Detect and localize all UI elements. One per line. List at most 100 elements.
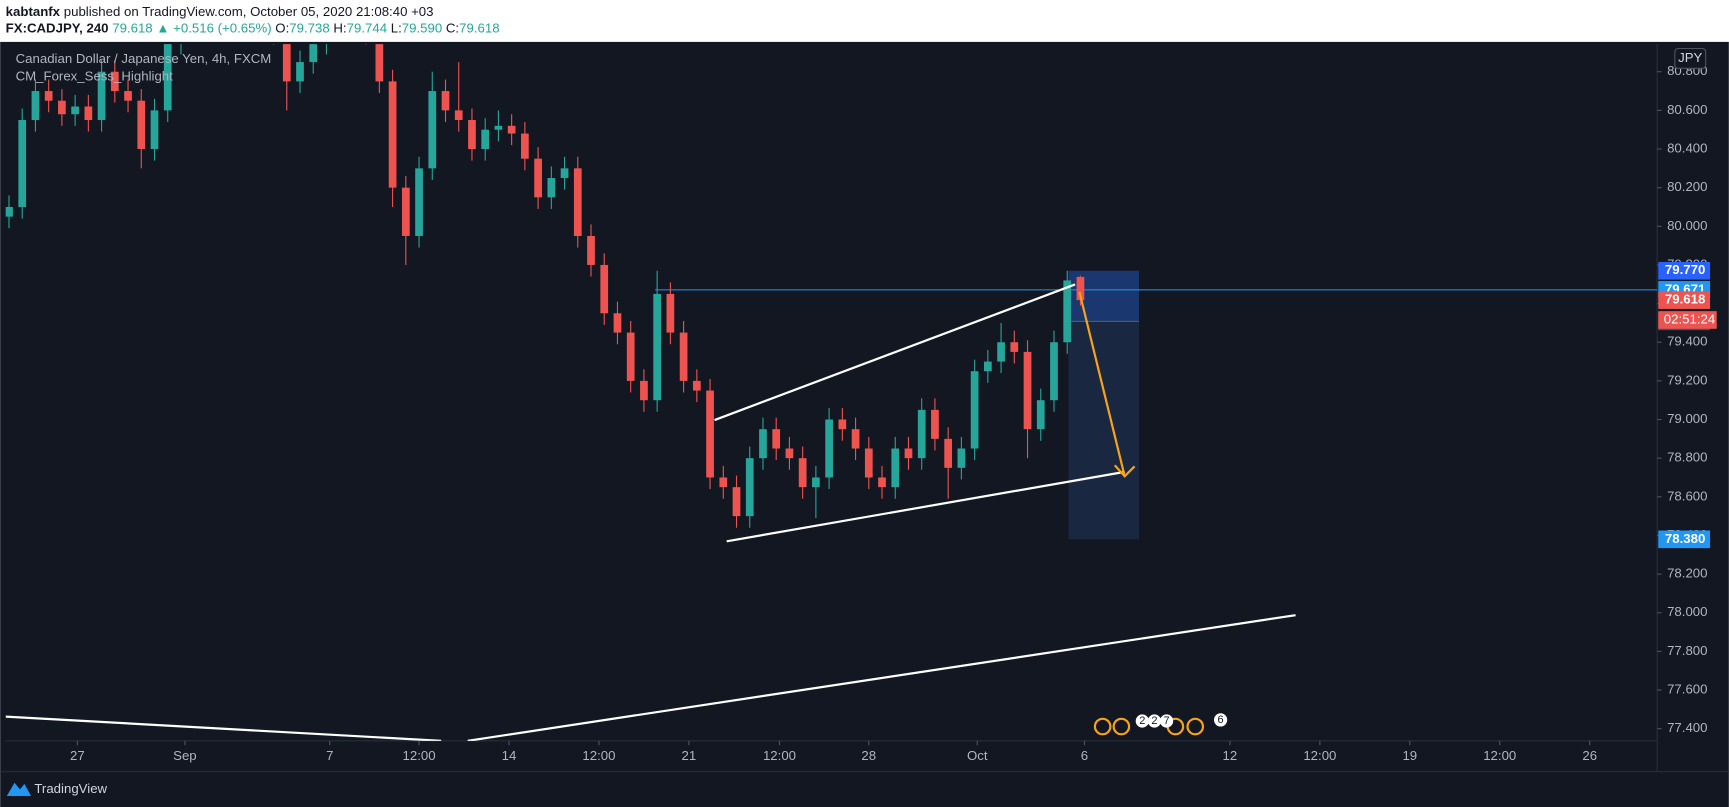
y-tick-label: 78.000	[1667, 604, 1707, 619]
trend-line[interactable]	[714, 283, 1076, 422]
x-tick-label: 12:00	[1303, 748, 1336, 763]
candle-body	[547, 178, 556, 198]
candle-body	[31, 91, 40, 121]
change: +0.516 (+0.65%)	[173, 20, 271, 35]
candle-body	[878, 477, 886, 488]
forecast-arrow[interactable]	[1078, 291, 1136, 478]
y-tick-label: 77.400	[1667, 720, 1707, 735]
candle-body	[600, 264, 609, 314]
arrow: ▲	[156, 20, 169, 35]
candle-body	[1063, 280, 1072, 343]
candle-body	[1036, 400, 1045, 430]
candle-body	[851, 429, 860, 449]
price-label-box	[1658, 291, 1711, 309]
event-icon[interactable]	[1186, 717, 1205, 736]
event-icon[interactable]	[1112, 717, 1131, 736]
y-tick-label: 79.000	[1667, 411, 1707, 426]
candle-body	[957, 448, 966, 468]
event-badge[interactable]	[1147, 714, 1162, 728]
candle-body	[891, 448, 900, 488]
candle-body	[18, 120, 27, 207]
candle-body	[560, 168, 569, 179]
x-tick-label: 14	[502, 748, 517, 763]
candle-body	[640, 380, 648, 401]
last-price: 79.618	[112, 20, 152, 35]
candle-body	[71, 106, 79, 115]
c-label: C:	[446, 20, 459, 35]
candle-body	[415, 168, 423, 236]
candle-body	[944, 438, 953, 468]
event-badge[interactable]	[1213, 713, 1228, 727]
candle-body	[428, 91, 437, 169]
candle-body	[573, 168, 582, 236]
y-tick-label: 79.400	[1667, 334, 1707, 349]
candle-body	[296, 62, 304, 82]
trend-line[interactable]	[726, 470, 1125, 543]
candle-body	[1023, 351, 1032, 430]
x-tick-label: 6	[1081, 748, 1088, 763]
event-badge[interactable]	[1159, 714, 1174, 728]
price-label-box	[1658, 530, 1711, 549]
drawings	[5, 283, 1296, 741]
candle-body	[468, 120, 476, 150]
event-icon[interactable]	[1093, 717, 1112, 736]
y-tick-label: 80.200	[1667, 179, 1707, 194]
candle-body	[163, 44, 172, 111]
author[interactable]: kabtanfx	[6, 4, 61, 19]
y-tick-label: 80.400	[1667, 141, 1707, 156]
event-count: 2	[1151, 715, 1157, 727]
x-tick-label: 7	[326, 748, 333, 763]
published: published on TradingView.com, October 05…	[64, 4, 434, 19]
trend-line[interactable]	[467, 614, 1296, 741]
candle-body	[401, 187, 410, 236]
candle-body	[785, 448, 794, 459]
candle-body	[732, 487, 741, 517]
candle-body	[679, 332, 688, 381]
event-badge[interactable]	[1135, 714, 1149, 728]
candle-body	[454, 110, 463, 121]
chart-bg	[0, 41, 1729, 807]
event-count: 6	[1218, 714, 1224, 726]
trend-line[interactable]	[5, 715, 442, 741]
x-tick-label: 12:00	[1483, 748, 1516, 763]
l-label: L:	[391, 20, 402, 35]
candle-body	[1076, 276, 1085, 301]
x-tick-label: 26	[1582, 748, 1597, 763]
candle-body	[812, 477, 820, 488]
currency-box[interactable]	[1674, 47, 1707, 69]
x-tick-label: 19	[1402, 748, 1417, 763]
y-tick-label: 80.000	[1667, 218, 1707, 233]
candle-body	[97, 71, 106, 121]
candle-body	[825, 419, 833, 478]
x-tick-label: 28	[861, 748, 876, 763]
candle-body	[507, 125, 516, 134]
y-tick-label: 77.600	[1667, 682, 1707, 697]
y-tick-label: 78.800	[1667, 450, 1707, 465]
candle-body	[494, 125, 503, 130]
candle-body	[772, 429, 781, 449]
y-tick-label: 78.600	[1667, 488, 1707, 503]
y-tick-label: 78.200	[1667, 566, 1707, 581]
symbol: FX:CADJPY, 240	[6, 20, 109, 35]
y-tick-label: 77.800	[1667, 643, 1707, 658]
x-tick-label: 12:00	[582, 748, 615, 763]
events: 2 2 7 6	[1093, 713, 1228, 736]
candle-body	[613, 313, 622, 333]
candle-body	[534, 158, 542, 198]
candle-body	[838, 419, 847, 430]
candle-body	[481, 129, 490, 150]
candle-body	[904, 448, 913, 459]
currency: JPY	[1678, 50, 1702, 65]
y-tick-label: 79.200	[1667, 372, 1707, 387]
logo	[6, 782, 32, 796]
candle-body	[626, 332, 635, 381]
event-count: 2	[1139, 715, 1145, 727]
axes: 80.80080.60080.40080.20080.00079.80079.6…	[70, 63, 1717, 763]
candle-body	[706, 390, 714, 478]
candle-body	[375, 44, 384, 82]
x-tick-label: 12	[1223, 748, 1238, 763]
header-line: kabtanfx published on TradingView.com, O…	[6, 4, 434, 19]
x-tick-label: Sep	[173, 748, 197, 763]
